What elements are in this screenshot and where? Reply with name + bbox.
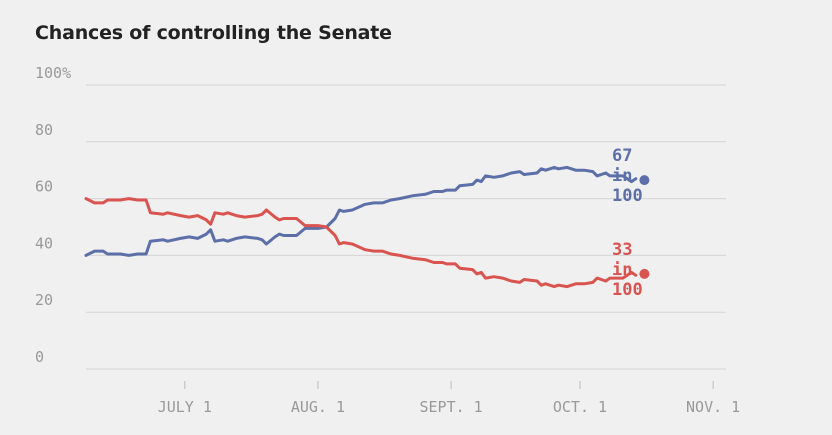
x-tick-label: NOV. 1 bbox=[686, 398, 740, 416]
x-axis: JULY 1 AUG. 1 SEPT. 1 OCT. 1 NOV. 1 bbox=[158, 381, 740, 416]
y-tick-label: 100% bbox=[35, 64, 71, 82]
x-tick-label: AUG. 1 bbox=[291, 398, 345, 416]
x-tick-label: JULY 1 bbox=[158, 398, 212, 416]
end-label-line: 67 bbox=[612, 146, 632, 166]
y-tick-label: 0 bbox=[35, 348, 44, 366]
end-label-line: 100 bbox=[612, 186, 643, 206]
series-end-dot-0 bbox=[639, 175, 650, 186]
series-lines bbox=[84, 165, 638, 289]
end-label-line: 33 bbox=[612, 240, 632, 260]
y-tick-label: 20 bbox=[35, 291, 53, 309]
end-label-line: 100 bbox=[612, 280, 643, 300]
series-end-dot-1 bbox=[639, 268, 650, 279]
series-line-0 bbox=[84, 165, 638, 257]
x-tick-label: SEPT. 1 bbox=[419, 398, 482, 416]
x-tick-label: OCT. 1 bbox=[553, 398, 607, 416]
end-label-line: in bbox=[612, 166, 632, 186]
chart-title: Chances of controlling the Senate bbox=[35, 22, 392, 44]
y-tick-label: 60 bbox=[35, 178, 53, 196]
series-line-1 bbox=[84, 197, 638, 289]
y-tick-label: 40 bbox=[35, 234, 53, 252]
y-tick-label: 80 bbox=[35, 121, 53, 139]
grid bbox=[86, 84, 726, 370]
y-tick-labels: 0 20 40 60 80 100% bbox=[35, 64, 71, 366]
end-label-line: in bbox=[612, 260, 632, 280]
